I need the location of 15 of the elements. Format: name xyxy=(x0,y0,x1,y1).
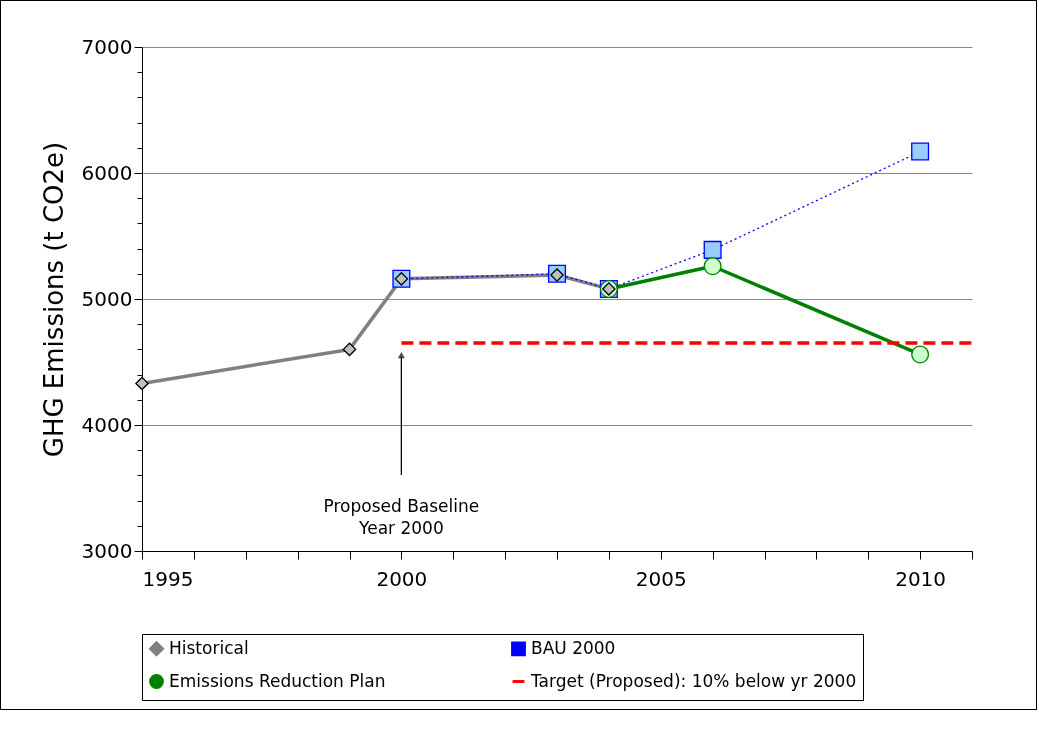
legend-label: Target (Proposed): 10% below yr 2000 xyxy=(530,670,857,691)
y-tick-label: 5000 xyxy=(81,286,133,311)
x-tick-label: 2005 xyxy=(635,566,687,591)
annotation: Proposed Baseline Year 2000 xyxy=(323,496,480,538)
x-tick-label: 2010 xyxy=(895,566,947,591)
y-tick-label: 3000 xyxy=(81,538,133,563)
y-axis-title: GHG Emissions (t CO2e) xyxy=(38,141,69,458)
y-tick-label: 6000 xyxy=(81,160,133,185)
x-tick-label: 2000 xyxy=(376,566,428,591)
legend-label: Emissions Reduction Plan xyxy=(169,670,386,691)
y-tick-label: 4000 xyxy=(81,412,133,437)
legend-label: BAU 2000 xyxy=(531,637,616,658)
x-tick-label: 1995 xyxy=(142,566,194,591)
legend-label: Historical xyxy=(169,637,249,658)
y-tick-label: 7000 xyxy=(81,34,133,59)
